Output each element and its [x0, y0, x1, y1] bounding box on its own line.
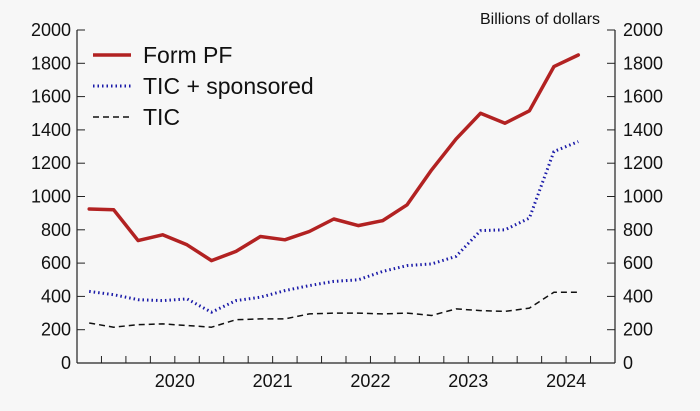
- x-year-label: 2022: [350, 371, 390, 391]
- y-tick-label-left: 1000: [31, 187, 71, 207]
- y-tick-label-right: 1400: [623, 120, 663, 140]
- legend: Form PF TIC + sponsored TIC: [93, 42, 314, 130]
- x-year-label: 2023: [448, 371, 488, 391]
- series-line-tic: [89, 291, 579, 328]
- y-tick-label-left: 1800: [31, 53, 71, 73]
- legend-label: TIC: [143, 104, 180, 130]
- y-tick-label-right: 2000: [623, 20, 663, 40]
- y-tick-label-left: 800: [41, 220, 71, 240]
- y-tick-label-right: 1000: [623, 187, 663, 207]
- y-axis-unit-label: Billions of dollars: [480, 11, 600, 28]
- y-tick-label-left: 2000: [31, 20, 71, 40]
- series-line-tic-sponsored: [88, 140, 579, 314]
- y-tick-label-right: 800: [623, 220, 653, 240]
- y-tick-label-right: 0: [623, 353, 633, 373]
- x-year-label: 2021: [253, 371, 293, 391]
- y-tick-label-right: 1600: [623, 87, 663, 107]
- x-year-label: 2024: [546, 371, 586, 391]
- x-year-label: 2020: [155, 371, 195, 391]
- y-tick-label-left: 1200: [31, 153, 71, 173]
- y-tick-label-left: 1600: [31, 87, 71, 107]
- y-tick-label-left: 0: [61, 353, 71, 373]
- y-tick-label-left: 1400: [31, 120, 71, 140]
- legend-label: Form PF: [143, 42, 232, 68]
- y-tick-label-right: 200: [623, 320, 653, 340]
- y-tick-label-right: 400: [623, 286, 653, 306]
- tick-group: 0 0 200 200 400 400 600 600 800 800 1000 1000 1200 12…: [31, 20, 663, 391]
- y-tick-label-right: 1800: [623, 53, 663, 73]
- y-tick-label-right: 600: [623, 253, 653, 273]
- y-tick-label-right: 1200: [623, 153, 663, 173]
- y-tick-label-left: 200: [41, 320, 71, 340]
- y-tick-label-left: 600: [41, 253, 71, 273]
- series-line-form-pf: [87, 53, 581, 263]
- y-tick-label-left: 400: [41, 286, 71, 306]
- legend-label: TIC + sponsored: [143, 73, 314, 99]
- series-lines: [87, 53, 581, 328]
